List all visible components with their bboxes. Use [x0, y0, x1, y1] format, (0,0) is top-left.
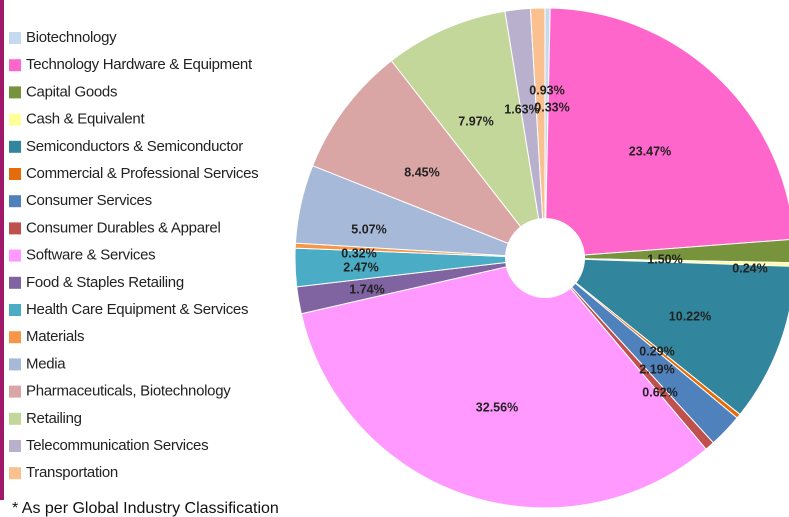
legend-label: Telecommunication Services: [26, 437, 208, 454]
slice: [312, 60, 547, 260]
legend-swatch: [9, 195, 21, 208]
value-label: 0.24%: [732, 261, 767, 275]
value-label: 1.74%: [349, 282, 384, 296]
legend-swatch: [9, 331, 21, 344]
legend-swatch: [9, 113, 21, 126]
legend-label: Commercial & Professional Services: [26, 165, 258, 182]
legend-swatch: [9, 358, 21, 371]
value-label: 7.97%: [458, 114, 493, 128]
legend-label: Health Care Equipment & Services: [26, 301, 248, 318]
legend-label: Biotechnology: [26, 29, 117, 46]
side-bar: [0, 0, 4, 500]
legend-swatch: [9, 276, 21, 289]
legend-label: Retailing: [26, 410, 82, 427]
legend-label: Cash & Equivalent: [26, 111, 145, 128]
legend-swatch: [9, 385, 21, 398]
legend-swatch: [9, 32, 21, 44]
value-label: 0.62%: [642, 385, 677, 399]
legend-swatch: [9, 440, 21, 452]
legend-swatch: [9, 168, 21, 180]
slice: [544, 239, 789, 264]
legend-label: Capital Goods: [26, 83, 117, 100]
legend-label: Materials: [26, 328, 84, 345]
slice: [544, 257, 789, 267]
legend-swatch: [9, 249, 21, 262]
value-label: 0.33%: [534, 100, 569, 114]
value-label: 2.19%: [639, 362, 674, 376]
value-label: 1.50%: [647, 252, 682, 266]
legend-label: Media: [26, 355, 66, 372]
value-label: 0.93%: [529, 83, 564, 97]
slice: [529, 7, 546, 259]
value-label: 32.56%: [476, 400, 518, 414]
legend-label: Technology Hardware & Equipment: [26, 56, 253, 73]
donut-hole: [505, 218, 585, 298]
legend-swatch: [9, 412, 21, 425]
value-label: 5.07%: [351, 222, 386, 236]
legend-label: Pharmaceuticals, Biotechnology: [26, 383, 231, 400]
legend-swatch: [9, 222, 21, 235]
legend-swatch: [9, 467, 21, 480]
legend-swatch: [9, 59, 21, 72]
value-label: 8.45%: [404, 165, 439, 179]
legend-swatch: [9, 304, 21, 316]
legend-label: Semiconductors & Semiconductor: [26, 138, 243, 155]
value-label: 2.47%: [343, 260, 378, 274]
legend-label: Food & Staples Retailing: [26, 274, 184, 291]
value-label: 0.29%: [639, 344, 674, 358]
value-label: 0.32%: [341, 246, 376, 260]
legend-swatch: [9, 86, 21, 99]
legend-label: Transportation: [26, 464, 118, 481]
legend-label: Consumer Durables & Apparel: [26, 219, 221, 236]
legend-label: Software & Services: [26, 247, 155, 264]
value-label: 1.63%: [504, 102, 539, 116]
slice: [300, 257, 707, 509]
slice: [544, 7, 789, 259]
slice: [543, 257, 789, 416]
slice: [390, 10, 546, 259]
legend-label: Consumer Services: [26, 192, 152, 209]
value-label: 23.47%: [629, 144, 671, 158]
footnote: * As per Global Industry Classification: [12, 500, 279, 517]
legend-swatch: [9, 140, 21, 153]
value-label: 10.22%: [669, 309, 711, 323]
